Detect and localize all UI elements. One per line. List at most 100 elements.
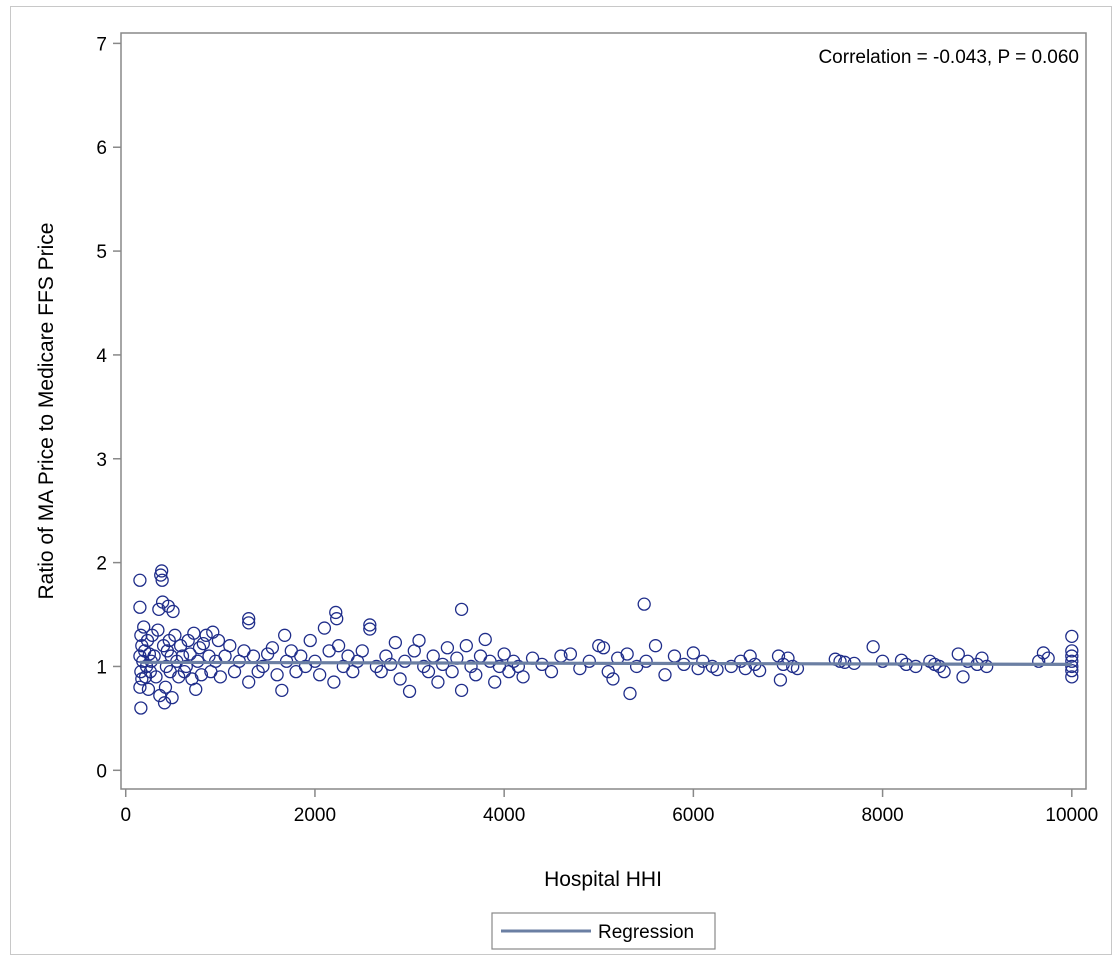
data-point	[251, 665, 265, 679]
data-point	[459, 639, 473, 653]
data-point	[773, 673, 788, 687]
data-point	[166, 604, 180, 619]
data-point	[138, 670, 153, 684]
data-point	[303, 633, 317, 648]
regression-line	[139, 660, 1072, 666]
data-point	[596, 641, 611, 655]
data-point	[469, 668, 483, 682]
x-tick-label: 0	[120, 805, 131, 826]
data-point	[168, 628, 182, 642]
scatter-points	[133, 564, 1079, 715]
data-point	[265, 641, 280, 655]
data-point	[211, 633, 226, 648]
data-point	[242, 612, 256, 626]
data-point	[133, 600, 147, 614]
data-point	[155, 573, 169, 587]
x-tick-label: 4000	[483, 805, 525, 826]
data-point	[313, 668, 327, 682]
data-point	[161, 599, 175, 613]
data-point	[398, 654, 412, 668]
data-point	[256, 659, 270, 674]
chart-frame: 0 1 2 3 4 5 6 7 0 2000 4000 6000 8000 10000 Correlat…	[10, 6, 1112, 955]
data-point	[623, 686, 637, 701]
data-point	[192, 641, 207, 655]
y-tick-label: 3	[96, 450, 107, 471]
data-point	[771, 649, 786, 663]
x-tick-label: 2000	[294, 805, 336, 826]
data-point	[421, 665, 436, 679]
data-point	[637, 597, 651, 611]
data-point	[488, 675, 502, 689]
data-point	[363, 622, 377, 636]
data-point	[544, 665, 559, 679]
data-point	[412, 633, 426, 648]
data-point	[402, 684, 417, 699]
data-point	[980, 659, 994, 674]
data-point	[140, 633, 155, 648]
data-point	[875, 654, 890, 668]
data-point	[956, 670, 970, 684]
data-point	[196, 636, 210, 651]
data-point	[275, 683, 289, 697]
x-tick-label: 6000	[672, 805, 714, 826]
data-point	[331, 639, 346, 653]
data-point	[478, 632, 492, 647]
data-point	[165, 690, 179, 705]
data-point	[189, 682, 203, 696]
data-point	[199, 628, 213, 642]
data-point	[137, 620, 151, 634]
data-point	[329, 605, 343, 620]
legend-regression-label: Regression	[598, 922, 694, 943]
data-point	[1065, 663, 1079, 678]
data-point	[152, 602, 166, 616]
data-point	[1032, 654, 1046, 668]
data-point	[155, 564, 169, 578]
data-point	[658, 668, 672, 682]
data-point	[194, 668, 209, 682]
data-point	[506, 654, 521, 668]
data-point	[374, 665, 388, 679]
data-point	[179, 659, 193, 674]
data-point	[1036, 646, 1051, 660]
data-point	[369, 659, 384, 674]
data-point	[431, 675, 445, 689]
data-point	[601, 665, 615, 679]
data-point	[563, 647, 578, 661]
data-point	[833, 654, 847, 668]
data-point	[151, 623, 165, 637]
y-tick-label: 6	[96, 138, 107, 159]
data-point	[606, 672, 620, 686]
y-axis: 0 1 2 3 4 5 6 7	[96, 34, 121, 782]
data-point	[464, 659, 478, 674]
data-point	[158, 680, 173, 694]
scatter-chart: 0 1 2 3 4 5 6 7 0 2000 4000 6000 8000 10000 Correlat…	[35, 32, 1098, 950]
data-point	[317, 621, 332, 635]
data-point	[134, 701, 148, 715]
y-tick-label: 7	[96, 34, 107, 55]
data-point	[1065, 659, 1079, 674]
data-point	[1065, 644, 1079, 658]
data-point	[388, 635, 403, 650]
data-point	[866, 640, 880, 654]
data-point	[327, 675, 341, 689]
data-point	[270, 668, 284, 682]
data-point	[393, 672, 407, 686]
y-axis-label: Ratio of MA Price to Medicare FFS Price	[35, 223, 58, 600]
correlation-annotation: Correlation = -0.043, P = 0.060	[818, 47, 1079, 68]
data-point	[454, 683, 469, 697]
data-point	[497, 647, 511, 661]
x-axis-label: Hospital HHI	[544, 868, 662, 891]
data-point	[932, 659, 947, 674]
x-tick-label: 8000	[861, 805, 903, 826]
data-point	[1065, 670, 1079, 684]
data-point	[445, 665, 459, 679]
data-point	[242, 616, 256, 630]
y-tick-label: 4	[96, 346, 107, 367]
data-point	[223, 639, 237, 653]
data-point	[686, 646, 701, 660]
data-point	[440, 641, 455, 655]
data-point	[454, 602, 469, 616]
data-point	[133, 680, 147, 694]
data-point	[330, 612, 344, 626]
data-point	[363, 618, 377, 632]
